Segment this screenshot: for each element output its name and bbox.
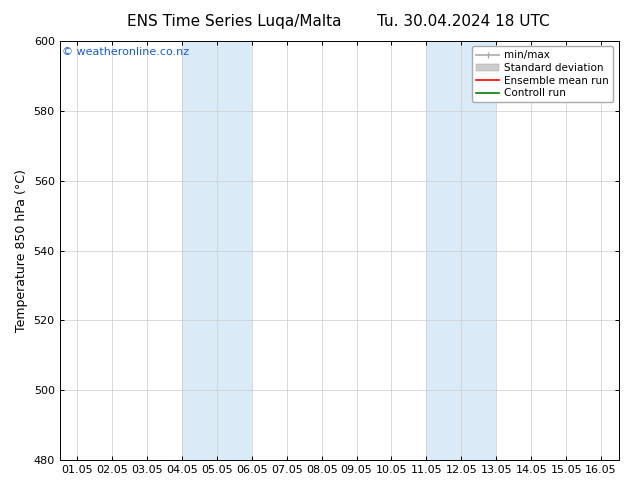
Text: © weatheronline.co.nz: © weatheronline.co.nz xyxy=(63,48,190,57)
Text: Tu. 30.04.2024 18 UTC: Tu. 30.04.2024 18 UTC xyxy=(377,14,549,29)
Text: ENS Time Series Luqa/Malta: ENS Time Series Luqa/Malta xyxy=(127,14,342,29)
Bar xyxy=(182,41,252,460)
Legend: min/max, Standard deviation, Ensemble mean run, Controll run: min/max, Standard deviation, Ensemble me… xyxy=(472,46,613,102)
Y-axis label: Temperature 850 hPa (°C): Temperature 850 hPa (°C) xyxy=(15,169,28,332)
Bar xyxy=(427,41,496,460)
